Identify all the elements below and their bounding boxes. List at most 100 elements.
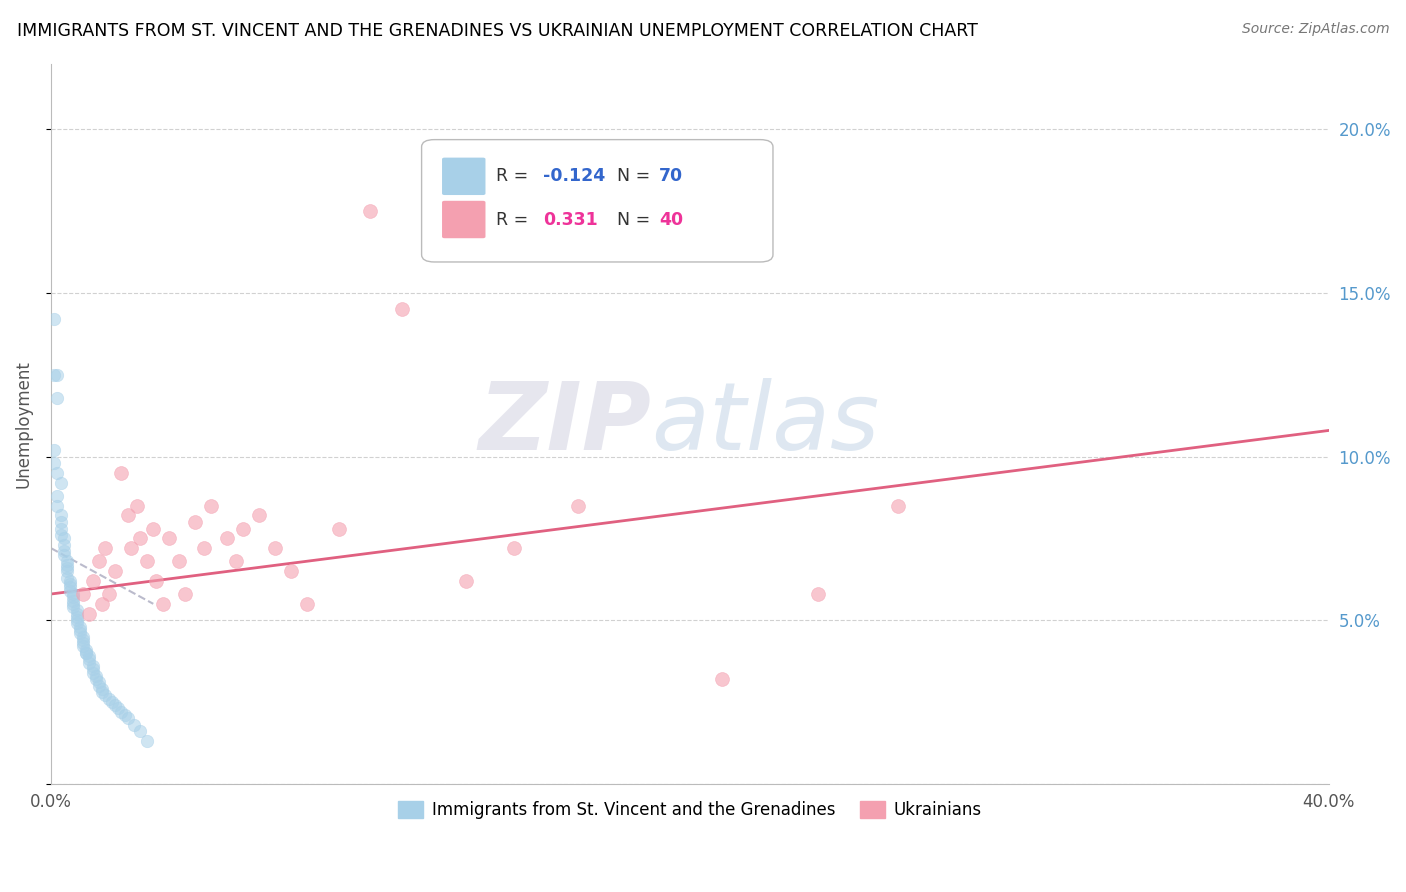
Point: [91, 597, 114, 611]
Point: [129, 532, 152, 546]
Point: [114, 708, 136, 723]
Point: [62, 600, 84, 615]
Point: [79, 649, 101, 664]
Point: [142, 522, 165, 536]
Point: [232, 522, 254, 536]
Point: [56, 561, 79, 575]
Point: [79, 652, 101, 666]
Point: [62, 591, 84, 605]
Point: [72, 632, 94, 647]
Point: [62, 593, 84, 607]
Point: [65, 610, 87, 624]
Point: [184, 515, 207, 529]
Point: [193, 541, 215, 556]
Point: [567, 499, 589, 513]
Point: [82, 665, 104, 680]
Point: [44, 368, 66, 382]
Point: [215, 532, 238, 546]
Point: [295, 597, 318, 611]
Point: [84, 669, 107, 683]
Point: [72, 636, 94, 650]
Point: [97, 691, 120, 706]
Point: [59, 577, 82, 591]
Point: [56, 571, 79, 585]
Point: [82, 659, 104, 673]
Point: [56, 558, 79, 572]
Point: [52, 548, 75, 562]
Point: [72, 640, 94, 654]
Point: [104, 564, 127, 578]
Y-axis label: Unemployment: Unemployment: [15, 360, 32, 488]
Point: [44, 443, 66, 458]
Point: [117, 711, 139, 725]
Point: [280, 564, 302, 578]
Point: [360, 204, 382, 219]
Text: N =: N =: [617, 168, 655, 186]
Point: [127, 499, 149, 513]
Point: [117, 508, 139, 523]
Text: ZIP: ZIP: [478, 378, 651, 470]
Point: [82, 574, 104, 588]
Point: [87, 679, 110, 693]
Point: [135, 554, 157, 568]
Point: [49, 515, 72, 529]
Point: [59, 574, 82, 588]
Point: [46, 499, 69, 513]
Point: [52, 538, 75, 552]
Point: [122, 718, 145, 732]
Point: [710, 672, 733, 686]
Point: [107, 701, 129, 715]
Point: [100, 695, 122, 709]
Point: [225, 554, 247, 568]
Point: [157, 532, 180, 546]
Point: [503, 541, 526, 556]
Point: [807, 587, 830, 601]
Point: [167, 554, 190, 568]
Point: [886, 499, 908, 513]
Point: [82, 662, 104, 676]
Text: R =: R =: [496, 168, 533, 186]
Legend: Immigrants from St. Vincent and the Grenadines, Ukrainians: Immigrants from St. Vincent and the Gren…: [392, 794, 988, 826]
Text: Source: ZipAtlas.com: Source: ZipAtlas.com: [1241, 22, 1389, 37]
Point: [174, 587, 197, 601]
Text: 40: 40: [659, 211, 683, 228]
Point: [49, 522, 72, 536]
Point: [104, 698, 127, 713]
Point: [49, 475, 72, 490]
Point: [46, 368, 69, 382]
Point: [75, 642, 97, 657]
Point: [247, 508, 270, 523]
Point: [62, 587, 84, 601]
Point: [263, 541, 285, 556]
Point: [91, 685, 114, 699]
Point: [135, 734, 157, 748]
FancyBboxPatch shape: [441, 158, 485, 195]
Point: [87, 675, 110, 690]
Point: [56, 564, 79, 578]
Text: IMMIGRANTS FROM ST. VINCENT AND THE GRENADINES VS UKRAINIAN UNEMPLOYMENT CORRELA: IMMIGRANTS FROM ST. VINCENT AND THE GREN…: [17, 22, 977, 40]
Text: 0.331: 0.331: [543, 211, 598, 228]
Point: [94, 689, 117, 703]
Point: [79, 656, 101, 670]
Point: [52, 532, 75, 546]
FancyBboxPatch shape: [422, 140, 773, 262]
Point: [52, 544, 75, 558]
Point: [97, 587, 120, 601]
Point: [59, 581, 82, 595]
Point: [391, 302, 413, 317]
Point: [65, 616, 87, 631]
Point: [152, 597, 174, 611]
Point: [84, 672, 107, 686]
Text: R =: R =: [496, 211, 533, 228]
Point: [72, 630, 94, 644]
Point: [94, 541, 117, 556]
Point: [56, 554, 79, 568]
Point: [69, 623, 91, 637]
Point: [328, 522, 350, 536]
Point: [87, 554, 110, 568]
Point: [72, 587, 94, 601]
Point: [79, 607, 101, 621]
Point: [62, 597, 84, 611]
Text: N =: N =: [617, 211, 655, 228]
Point: [75, 646, 97, 660]
